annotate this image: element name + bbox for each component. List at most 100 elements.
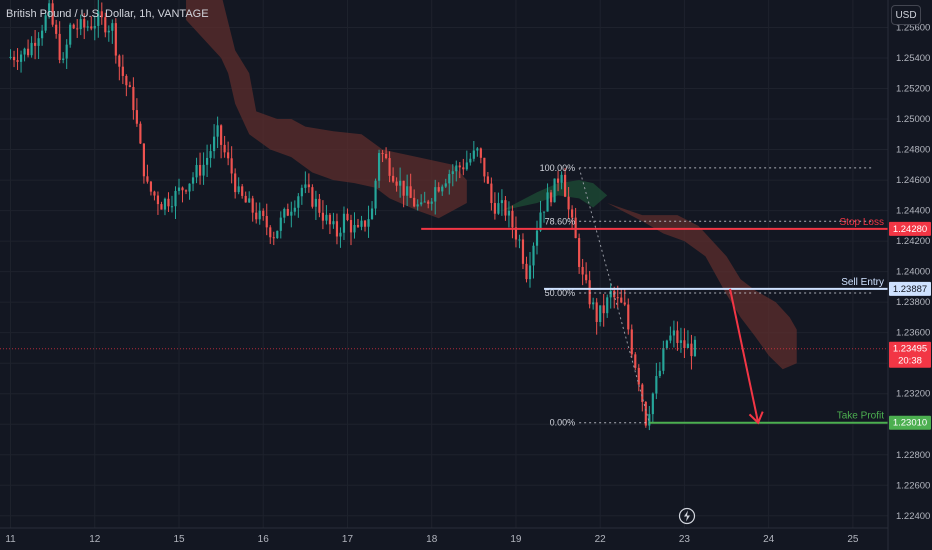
candle-body	[342, 213, 346, 233]
candles	[9, 0, 697, 431]
candle-body	[665, 340, 668, 349]
candle-body	[455, 165, 458, 172]
candle-body	[279, 217, 282, 231]
candle-body	[128, 85, 131, 87]
candle-body	[585, 274, 588, 281]
candle-body	[581, 266, 584, 275]
candle-body	[86, 26, 89, 28]
candle-body	[156, 195, 160, 205]
candle-body	[248, 198, 251, 203]
time-tick-label: 24	[763, 534, 775, 545]
candle-body	[318, 198, 321, 213]
candle-body	[504, 200, 507, 216]
current-price-tag	[889, 341, 931, 368]
candle-body	[511, 210, 514, 228]
candle-body	[114, 23, 117, 56]
candle-body	[209, 151, 212, 158]
cloud-bear	[607, 202, 797, 370]
time-tick-label: 22	[595, 534, 607, 545]
candle-body	[111, 23, 114, 31]
candle-body	[539, 212, 542, 231]
candle-body	[272, 237, 275, 239]
candle-body	[693, 339, 697, 357]
candle-body	[118, 55, 121, 67]
candle-body	[630, 329, 633, 355]
price-tick-label: 1.25000	[896, 114, 930, 125]
stop-loss-text: Stop Loss	[840, 217, 884, 228]
candle-body	[423, 201, 426, 203]
candle-body	[472, 150, 475, 159]
candle-body	[486, 176, 489, 184]
candle-body	[125, 75, 128, 86]
candle-body	[672, 330, 675, 336]
candle-body	[55, 24, 58, 34]
candle-body	[602, 305, 605, 314]
time-tick-label: 16	[258, 534, 270, 545]
candle-body	[690, 343, 693, 357]
cloud-bear	[186, 0, 467, 219]
candle-body	[9, 56, 12, 58]
candle-body	[107, 30, 110, 33]
candle-body	[641, 384, 644, 402]
candle-body	[620, 297, 623, 303]
candle-body	[304, 184, 307, 188]
candle-body	[353, 225, 356, 233]
time-axis[interactable]: 11 12 15 16 17 18 19 22 23 24 25	[0, 527, 888, 545]
candle-body	[427, 201, 430, 204]
candle-body	[121, 66, 124, 76]
candle-body	[430, 201, 433, 204]
candle-body	[72, 24, 75, 29]
candle-body	[360, 220, 363, 227]
price-tick-label: 1.24800	[896, 145, 930, 156]
candle-body	[549, 192, 553, 203]
candle-body	[26, 48, 30, 56]
candle-body	[132, 86, 135, 111]
candle-body	[451, 171, 454, 175]
sell-entry-tag-label: 1.23887	[893, 284, 927, 295]
candle-body	[388, 158, 391, 176]
candle-body	[44, 15, 47, 31]
candle-body	[416, 204, 419, 207]
candle-body	[356, 225, 360, 227]
candle-body	[634, 354, 637, 368]
sell-entry-text: Sell Entry	[841, 277, 884, 288]
candle-body	[525, 263, 528, 280]
candle-body	[578, 238, 581, 267]
currency-button[interactable]: USD	[891, 5, 921, 25]
candle-body	[592, 302, 595, 305]
candle-body	[163, 198, 167, 210]
candle-body	[62, 58, 65, 60]
candle-body	[213, 136, 216, 152]
time-tick-label: 12	[89, 534, 101, 545]
candle-body	[627, 304, 630, 330]
candle-body	[479, 148, 482, 158]
candle-body	[255, 212, 258, 220]
candle-body	[441, 186, 444, 192]
candle-body	[679, 340, 683, 343]
candle-body	[142, 143, 145, 177]
drawing-overlays: 100.00% 78.60% 50.00% 0.00% Stop Loss Sell En…	[0, 163, 888, 428]
price-tick-label: 1.25600	[896, 22, 930, 33]
candle-body	[434, 187, 437, 202]
price-tick-label: 1.25200	[896, 84, 930, 95]
candle-body	[437, 187, 440, 192]
candle-body	[30, 42, 33, 56]
candle-body	[69, 24, 72, 45]
lightning-icon[interactable]	[678, 507, 696, 525]
candle-body	[65, 44, 68, 59]
candle-body	[402, 180, 405, 196]
candle-body	[370, 208, 374, 220]
price-tick-label: 1.22800	[896, 450, 930, 461]
candle-body	[571, 209, 574, 218]
candle-body	[546, 192, 549, 212]
candle-body	[655, 376, 658, 394]
price-axis[interactable]: 1.25600 1.25400 1.25200 1.25000 1.24800 1.246…	[887, 0, 931, 550]
candle-body	[346, 213, 349, 221]
countdown-label: 20:38	[898, 356, 922, 367]
price-tick-label: 1.24400	[896, 206, 930, 217]
candle-body	[381, 153, 384, 155]
candle-body	[135, 110, 138, 124]
candle-body	[153, 191, 156, 196]
fib-level-label: 100.00%	[540, 163, 576, 173]
